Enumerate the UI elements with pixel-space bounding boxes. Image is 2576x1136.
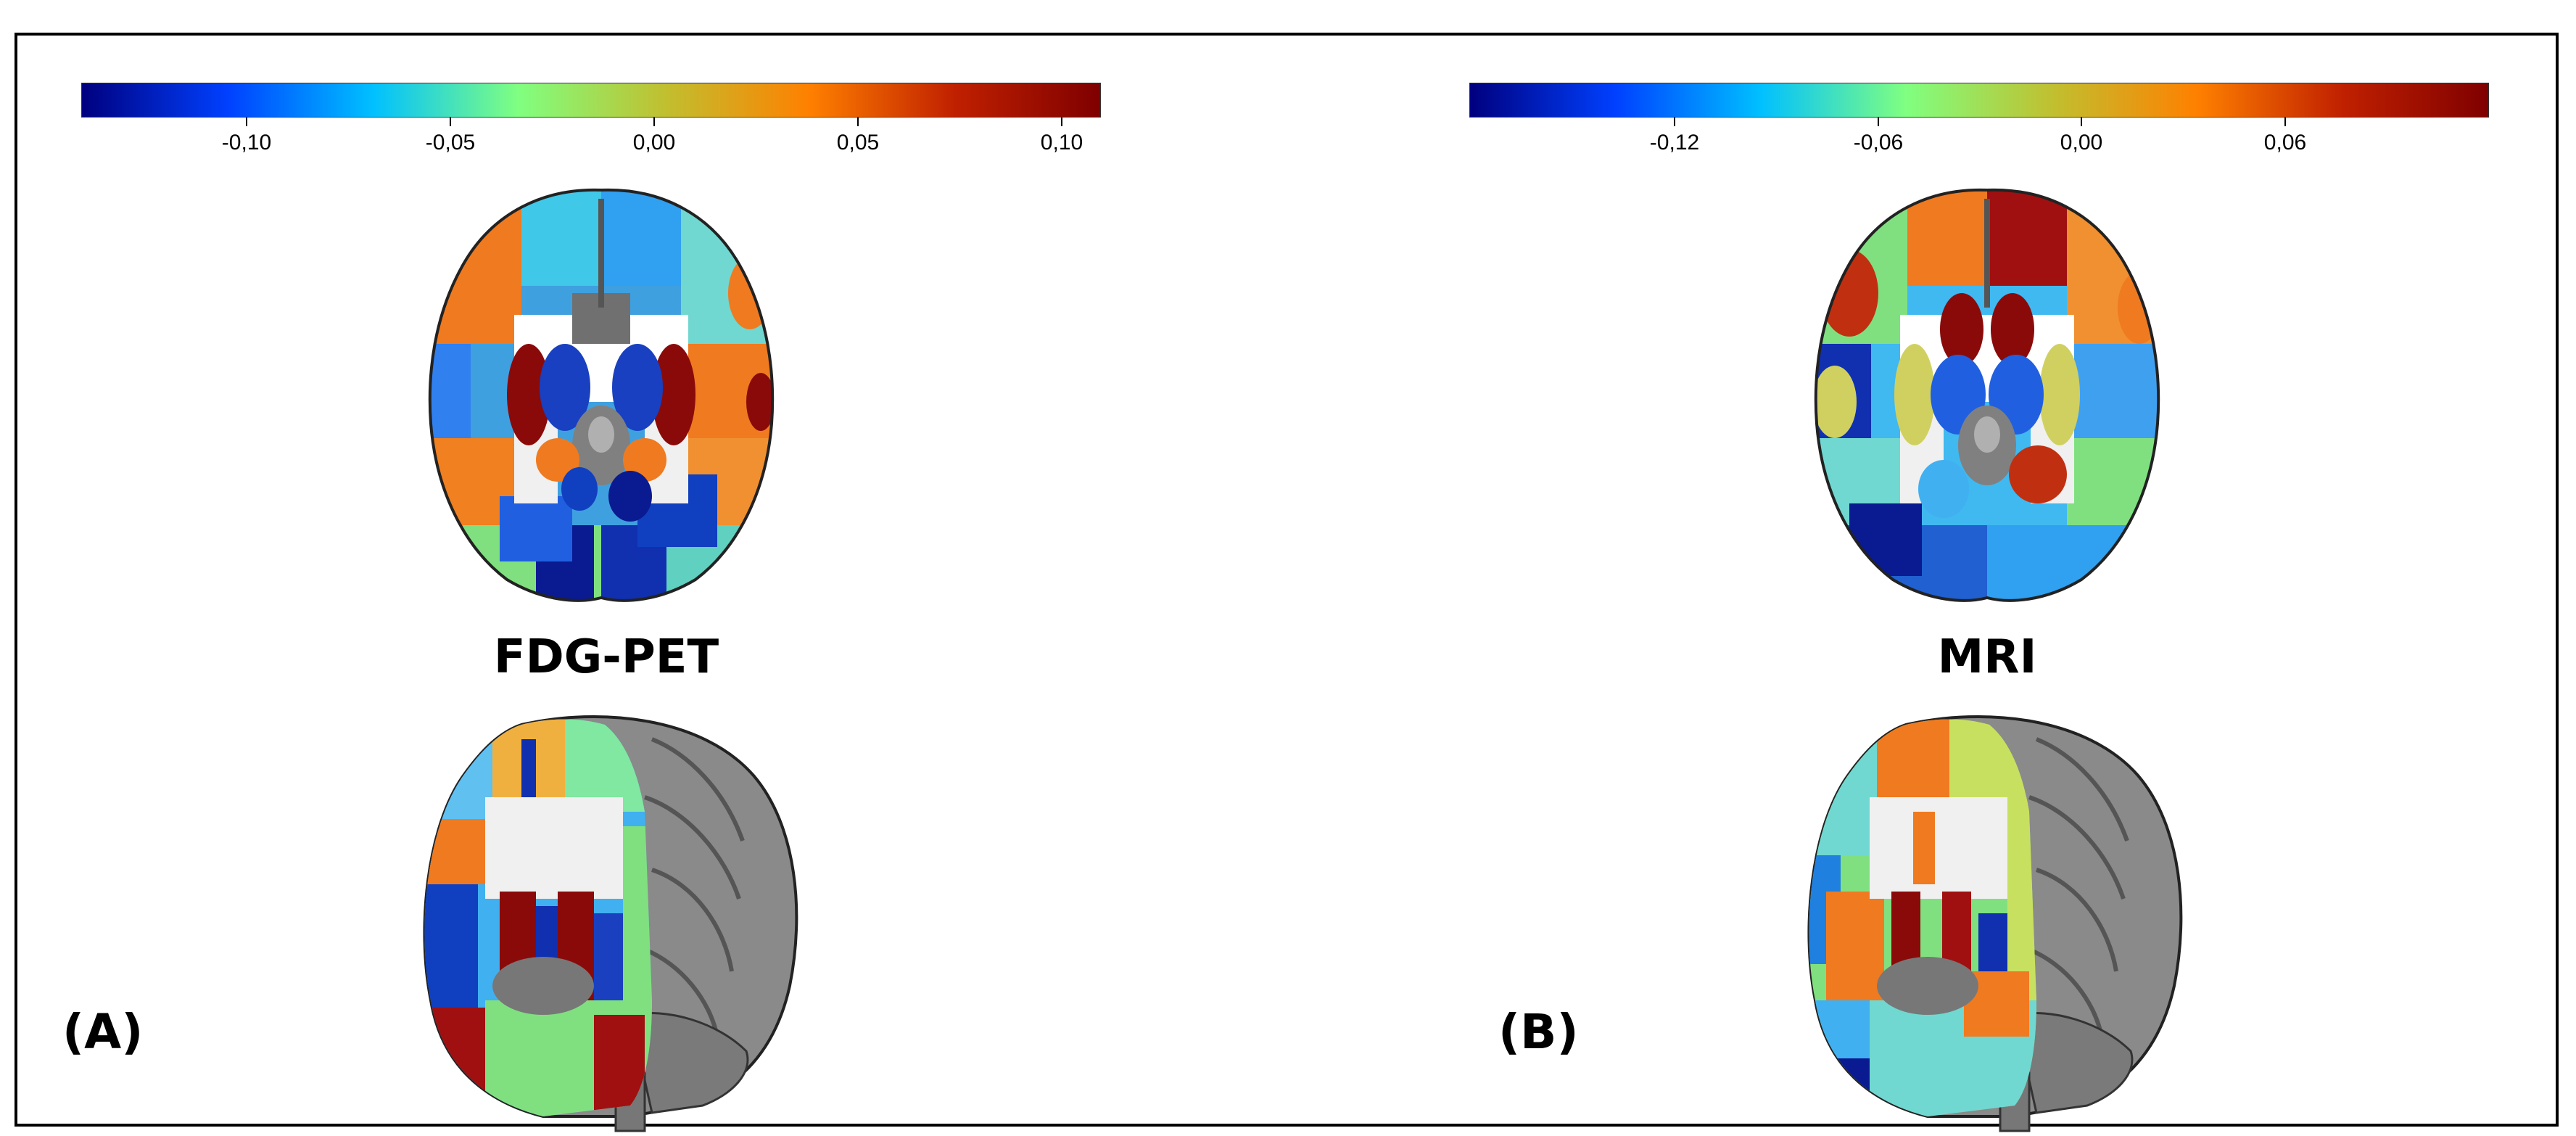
colorbar-a-tick [1061,118,1062,126]
colorbar-b-tick-label: 0,06 [2263,131,2307,155]
colorbar-b-tick-label: -0,12 [1649,131,1700,155]
axial-brain-slice-a [428,188,775,602]
colorbar-a-tick-label: -0,10 [221,131,272,155]
modality-label-a: FDG-PET [493,630,719,684]
colorbar-a-tick [653,118,655,126]
colorbar-a-tick-label: 0,05 [836,131,880,155]
axial-brain-slice-b [1814,188,2160,602]
panel-letter-a: (A) [62,1004,144,1060]
coronal-brain-cutaway-a [423,715,798,1132]
colorbar-b-tick [2284,118,2286,126]
panel-a: -0,10 -0,05 0,00 0,05 0,10 [17,36,1289,1132]
colorbar-a-tick [857,118,859,126]
colorbar-a [81,83,1101,118]
colorbar-b-ticks: -0,12 -0,06 0,00 0,06 [1469,118,2489,161]
colorbar-a-tick-label: -0,05 [425,131,476,155]
colorbar-b [1469,83,2489,118]
colorbar-a-tick [450,118,451,126]
coronal-brain-cutaway-b [1807,715,2183,1132]
panel-letter-b: (B) [1498,1004,1579,1060]
colorbar-b-tick [1674,118,1675,126]
colorbar-a-tick [246,118,247,126]
colorbar-a-ticks: -0,10 -0,05 0,00 0,05 0,10 [81,118,1101,161]
modality-label-b: MRI [1937,630,2037,684]
colorbar-b-tick [2081,118,2082,126]
colorbar-a-tick-label: 0,00 [632,131,676,155]
colorbar-b-tick-label: -0,06 [1853,131,1904,155]
figure-frame: -0,10 -0,05 0,00 0,05 0,10 [15,33,2561,1132]
colorbar-b-tick-label: 0,00 [2060,131,2103,155]
colorbar-b-tick [1878,118,1879,126]
colorbar-a-tick-label: 0,10 [1040,131,1083,155]
panel-b: -0,12 -0,06 0,00 0,06 [1289,36,2561,1132]
